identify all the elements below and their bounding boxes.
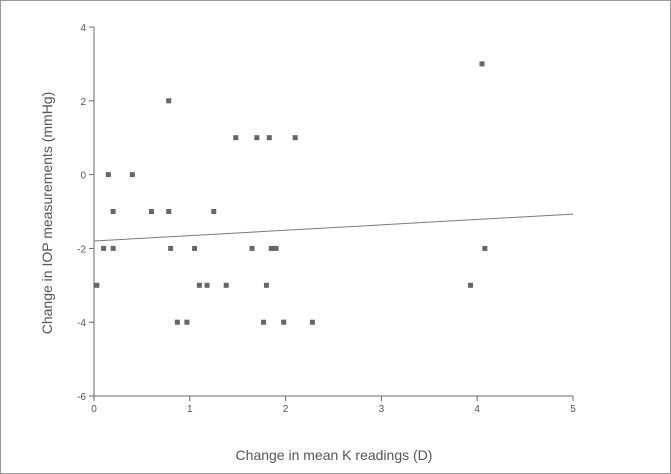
data-point bbox=[192, 245, 198, 251]
data-points bbox=[94, 61, 488, 325]
x-tick-label: 3 bbox=[379, 404, 385, 415]
x-tick-label: 0 bbox=[91, 404, 97, 415]
data-point bbox=[309, 319, 315, 325]
data-point bbox=[105, 172, 111, 178]
y-tick-label: -4 bbox=[77, 318, 86, 329]
data-point bbox=[479, 61, 485, 67]
y-axis-label: Change in IOP measurements (mmHg) bbox=[39, 92, 55, 335]
y-tick-label: -2 bbox=[77, 244, 86, 255]
y-tick-label: 0 bbox=[80, 171, 86, 182]
y-tick-label: -6 bbox=[77, 392, 86, 403]
data-point bbox=[166, 209, 172, 214]
y-tick-label: 2 bbox=[80, 97, 86, 108]
data-point bbox=[166, 98, 172, 104]
data-point bbox=[266, 135, 272, 141]
data-point bbox=[196, 282, 202, 288]
data-point bbox=[223, 282, 229, 288]
x-tick-label: 1 bbox=[187, 404, 193, 415]
y-tick-label: 4 bbox=[80, 23, 86, 34]
data-point bbox=[467, 282, 473, 288]
data-point bbox=[268, 245, 274, 251]
data-point bbox=[148, 209, 154, 214]
data-point bbox=[211, 209, 217, 214]
data-point bbox=[273, 245, 279, 251]
x-axis-label: Change in mean K readings (D) bbox=[236, 447, 433, 463]
data-point bbox=[168, 245, 174, 251]
trend-line bbox=[93, 213, 574, 242]
x-tick-label: 4 bbox=[474, 404, 480, 415]
data-point bbox=[184, 319, 190, 325]
data-point bbox=[129, 172, 135, 178]
data-point bbox=[204, 282, 210, 288]
data-point bbox=[482, 245, 488, 251]
data-point bbox=[174, 319, 180, 325]
data-point bbox=[110, 209, 116, 214]
data-point bbox=[110, 245, 116, 251]
y-tick-labels: -6 -4 -2 0 2 4 bbox=[77, 23, 86, 403]
data-point bbox=[263, 282, 269, 288]
data-point bbox=[233, 135, 239, 141]
plot-axes bbox=[89, 26, 574, 401]
data-point bbox=[94, 282, 100, 288]
data-point bbox=[249, 245, 255, 251]
x-tick-label: 5 bbox=[570, 404, 576, 415]
x-tick-labels: 0 1 2 3 4 5 bbox=[91, 404, 576, 415]
data-point bbox=[101, 245, 107, 251]
data-point bbox=[292, 135, 298, 141]
data-point bbox=[254, 135, 260, 141]
data-point bbox=[261, 319, 267, 325]
data-point bbox=[281, 319, 287, 325]
x-tick-label: 2 bbox=[283, 404, 289, 415]
